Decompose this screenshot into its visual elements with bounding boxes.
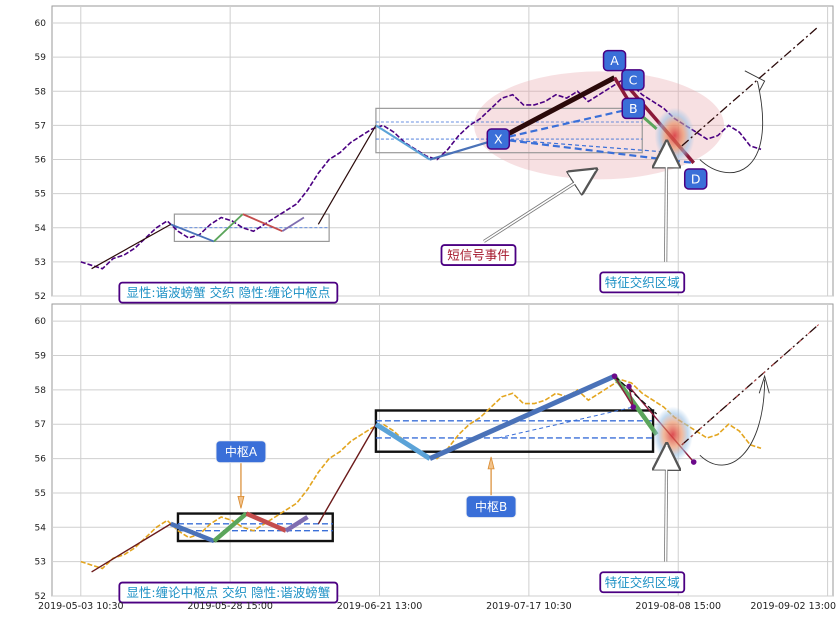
point-label-x: X <box>494 132 503 147</box>
point-label-c: C <box>629 72 638 87</box>
hub-a-arrow-head <box>237 495 245 509</box>
point-label-b: B <box>629 101 638 116</box>
harmonic-point <box>630 404 637 410</box>
watermark-label: 显性:缠论中枢点 交织 隐性:谐波螃蟹 <box>126 585 330 600</box>
y-tick-label: 58 <box>35 87 47 97</box>
curved-arrow <box>699 379 766 466</box>
curved-arrow-head <box>744 70 766 92</box>
stroke-segment <box>242 213 283 233</box>
watermark-label: 显性:谐波螃蟹 交织 隐性:缠论中枢点 <box>126 285 330 300</box>
stroke-segment <box>428 373 616 461</box>
stroke-segment <box>317 423 377 525</box>
y-tick-label: 58 <box>35 386 47 396</box>
hub-a-label-box <box>215 440 267 464</box>
stroke-segment <box>170 223 215 243</box>
stroke-segment <box>169 521 215 544</box>
point-label-d: D <box>691 171 701 186</box>
zone-label: 特征交织区域 <box>605 575 680 590</box>
watermark-box <box>118 281 339 304</box>
y-tick-label: 55 <box>35 190 46 200</box>
y-tick-label: 60 <box>35 317 47 327</box>
watermark-box <box>118 581 339 604</box>
y-tick-label: 59 <box>35 53 47 63</box>
zone-arrow-core <box>664 444 668 562</box>
zone-label-box <box>599 571 686 594</box>
y-tick-label: 55 <box>35 489 46 499</box>
plot-frame <box>51 303 834 597</box>
point-label-box <box>621 69 645 91</box>
harmonic-dashed <box>614 375 658 415</box>
projection-line <box>498 138 675 154</box>
projection-line <box>498 406 634 439</box>
point-label-box <box>683 168 708 190</box>
top-panel: 52 53 54 55 56 57 58 59 60 X A BC D 短信号事件特征交织区域显性:谐波螃… <box>35 5 834 304</box>
stroke-segment <box>284 515 309 533</box>
stroke-segment <box>612 374 659 436</box>
zone-arrow-core <box>664 142 668 262</box>
event-label: 短信号事件 <box>447 248 510 263</box>
y-tick-label: 57 <box>35 121 46 131</box>
y-tick-label: 59 <box>35 352 47 362</box>
curved-arrow-head <box>758 374 770 394</box>
y-tick-label: 54 <box>35 224 47 234</box>
stroke-segment <box>317 125 377 225</box>
x-tick-label: 2019-06-21 13:00 <box>337 601 423 612</box>
y-tick-label: 53 <box>35 558 46 568</box>
point-label-box <box>486 128 511 150</box>
event-arrow-core <box>483 169 596 243</box>
x-tick-label: 2019-08-08 15:00 <box>635 601 721 612</box>
point-label-a: A <box>610 53 619 68</box>
x-tick-label: 2019-05-03 10:30 <box>38 601 124 612</box>
y-tick-label: 52 <box>35 292 46 302</box>
zone-label-box <box>599 271 686 294</box>
stroke-segment <box>245 511 287 533</box>
y-tick-label: 53 <box>35 258 46 268</box>
hub-a-label: 中枢A <box>225 444 258 459</box>
y-tick-label: 54 <box>35 523 47 533</box>
forecast-line <box>681 25 820 147</box>
stroke-segment <box>91 223 172 270</box>
stroke-segment <box>281 216 305 232</box>
event-label-box <box>440 244 517 266</box>
x-tick-label: 2019-07-17 10:30 <box>486 601 572 612</box>
stroke-segment <box>212 511 248 543</box>
hub-b-label-box <box>465 495 517 519</box>
hub-b-label: 中枢B <box>475 499 507 514</box>
stroke-segment <box>374 422 432 461</box>
hub-b-arrow-head <box>487 456 495 470</box>
harmonic-point <box>626 383 632 390</box>
harmonic-point <box>611 373 618 379</box>
y-tick-label: 56 <box>35 455 47 465</box>
zone-label: 特征交织区域 <box>605 275 680 290</box>
point-label-box <box>602 49 627 72</box>
stroke-segment <box>213 213 244 243</box>
x-tick-label: 2019-09-02 13:00 <box>750 601 836 612</box>
forecast-line <box>681 324 820 446</box>
y-tick-label: 52 <box>35 592 46 602</box>
y-tick-label: 56 <box>35 156 47 166</box>
interweave-zone-blob <box>654 107 695 164</box>
stroke-segment <box>375 124 431 161</box>
hub-box <box>375 107 643 154</box>
y-tick-label: 60 <box>35 19 47 29</box>
harmonic-leg-xa <box>497 75 616 142</box>
y-tick-label: 57 <box>35 420 46 430</box>
stroke-segment <box>91 523 172 573</box>
x-tick-label: 2019-05-28 15:00 <box>187 601 273 612</box>
curved-arrow <box>699 80 763 174</box>
point-label-box <box>621 97 646 120</box>
projection-xb <box>498 107 634 141</box>
harmonic-point <box>690 459 697 465</box>
interweave-zone-blob <box>652 406 693 463</box>
